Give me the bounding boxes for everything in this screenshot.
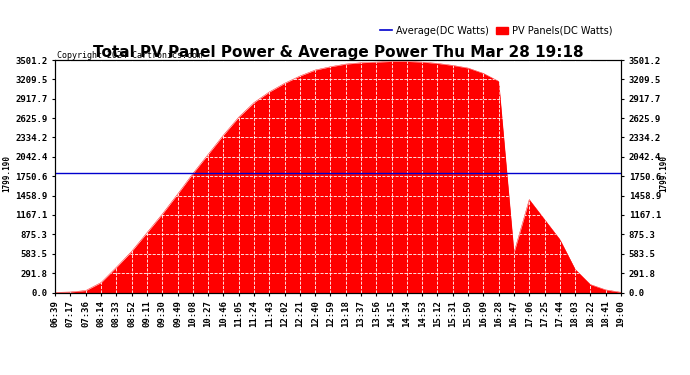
Title: Total PV Panel Power & Average Power Thu Mar 28 19:18: Total PV Panel Power & Average Power Thu…	[92, 45, 584, 60]
Text: 1799.190: 1799.190	[659, 154, 668, 192]
Text: 1799.190: 1799.190	[3, 154, 12, 192]
Legend: Average(DC Watts), PV Panels(DC Watts): Average(DC Watts), PV Panels(DC Watts)	[376, 22, 616, 40]
Text: Copyright 2024 Cartronics.com: Copyright 2024 Cartronics.com	[57, 51, 201, 60]
